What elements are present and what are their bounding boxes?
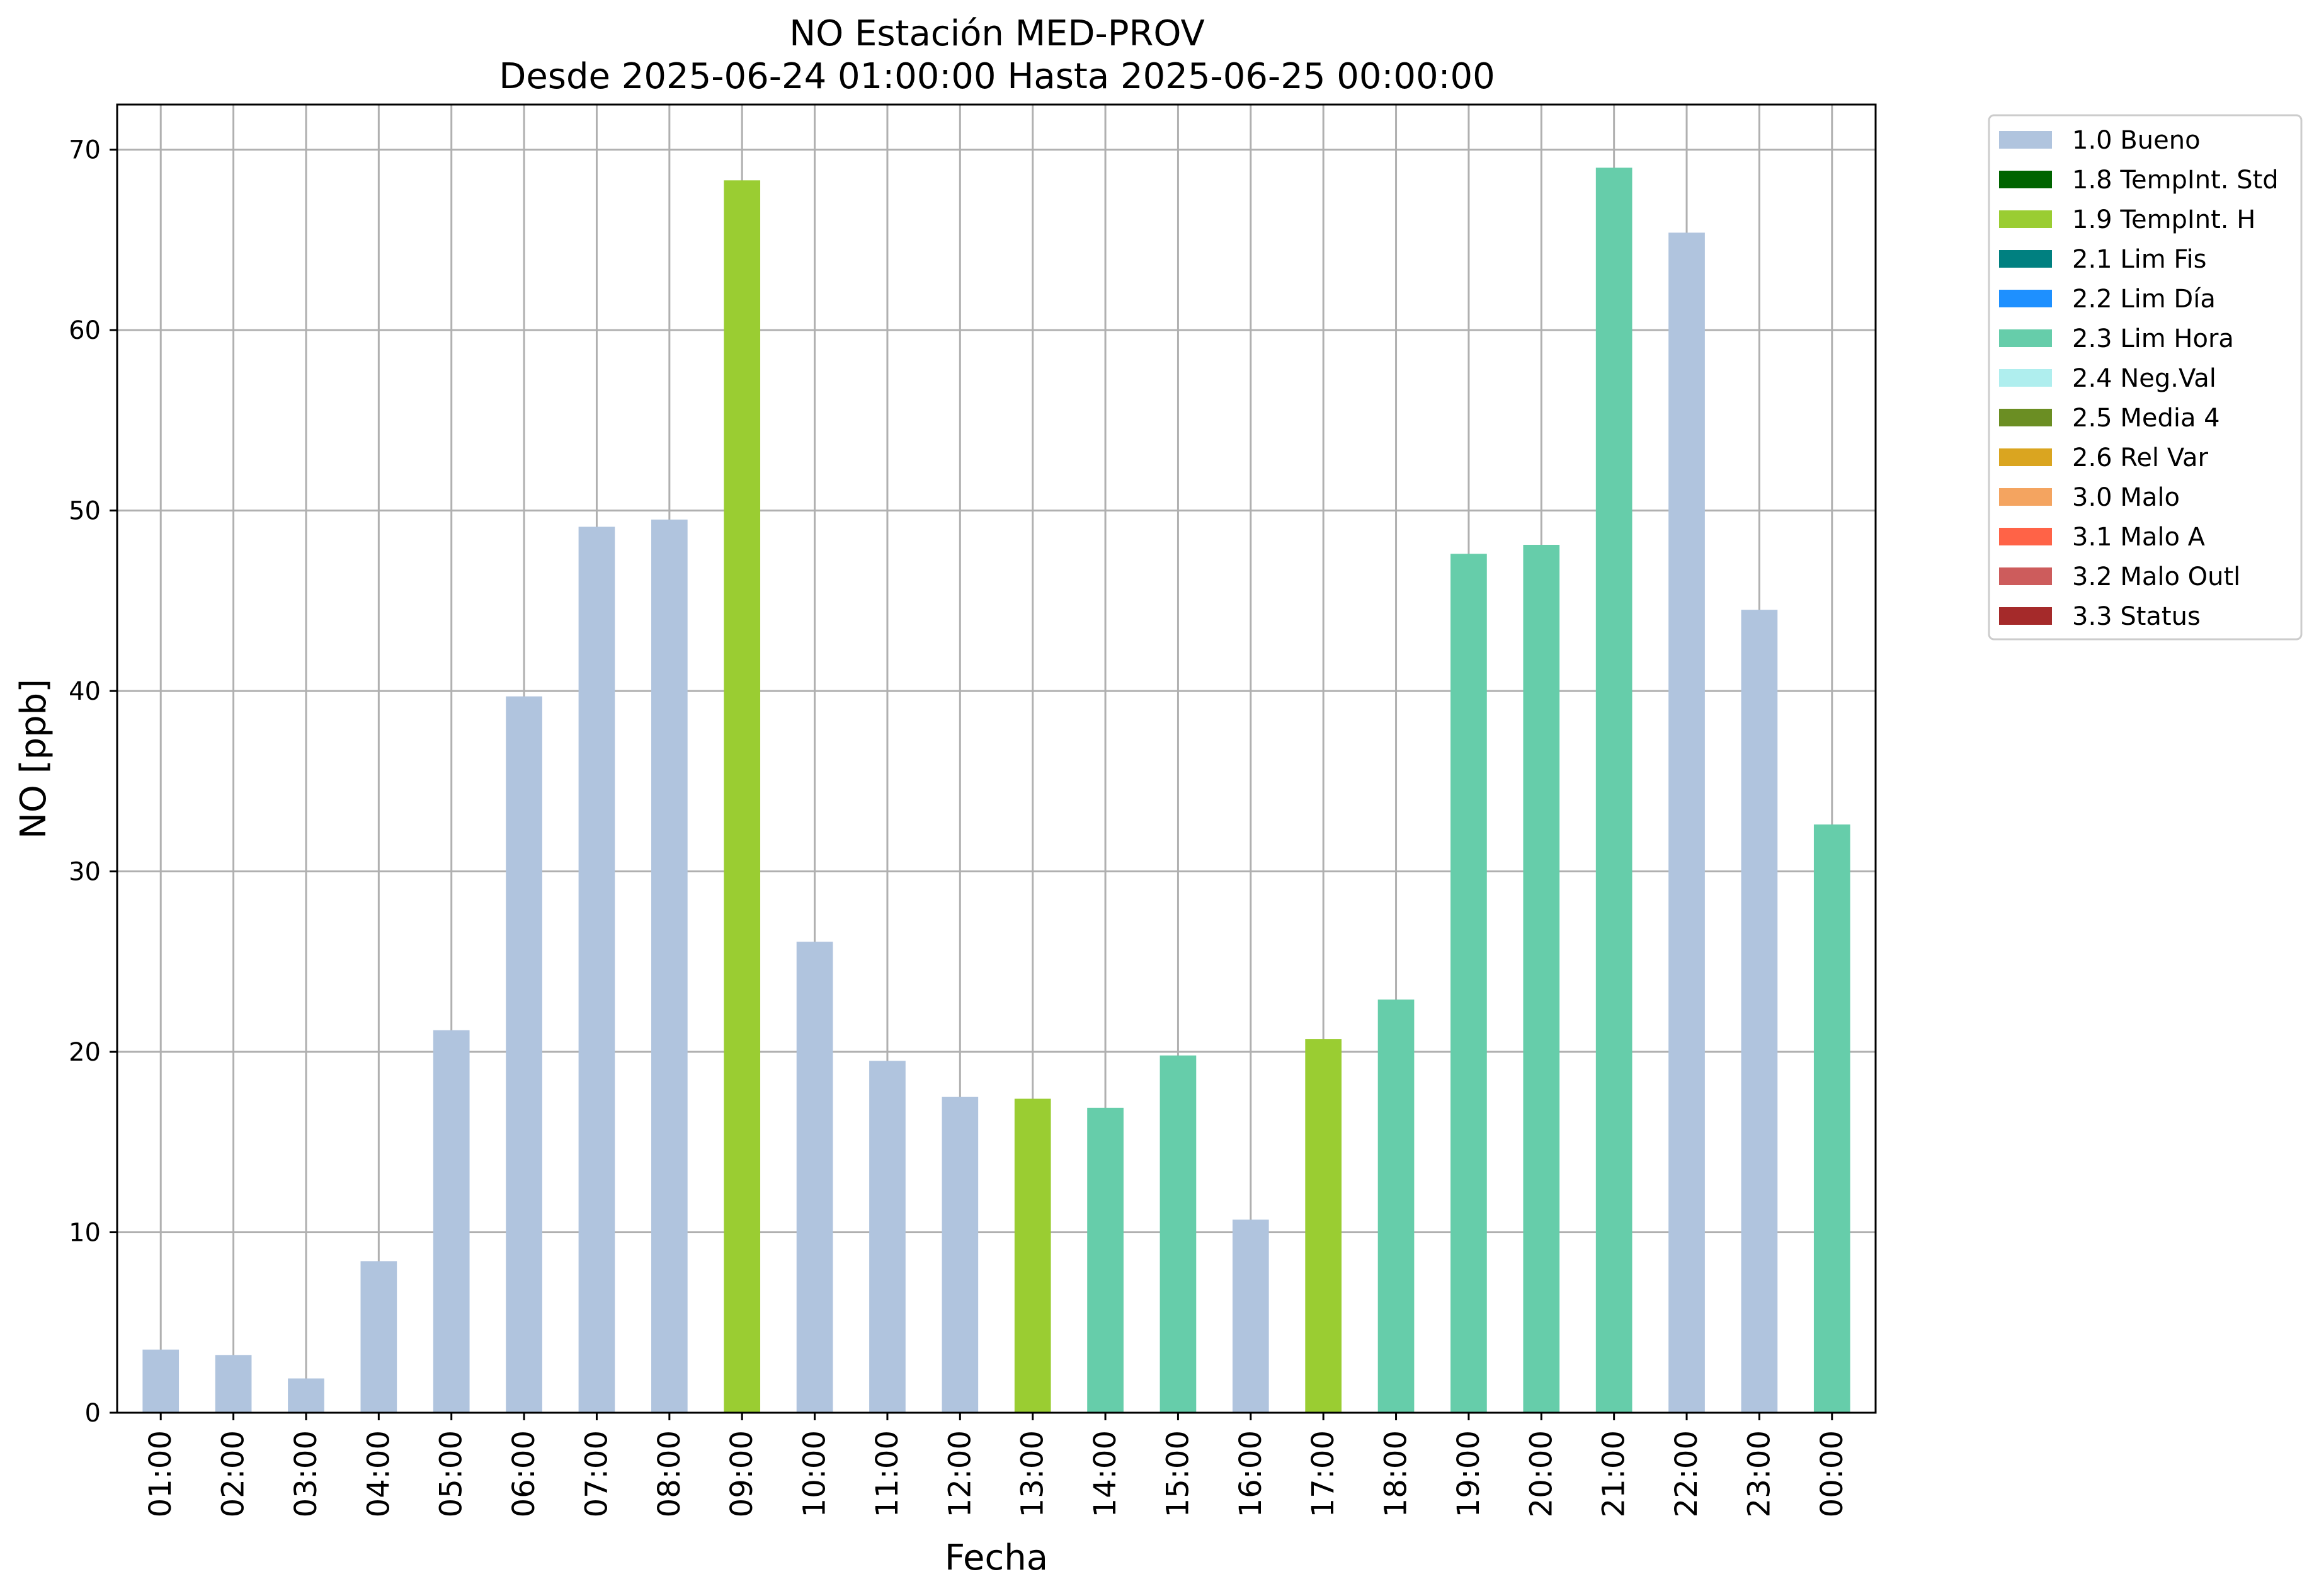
legend-label: 1.9 TempInt. H <box>2072 205 2255 234</box>
legend-swatch <box>1999 131 2052 149</box>
bar-1300 <box>1014 1098 1051 1413</box>
bar-1500 <box>1160 1055 1197 1413</box>
bar-1900 <box>1450 554 1487 1413</box>
bar-1600 <box>1232 1219 1269 1413</box>
x-axis-label: Fecha <box>945 1537 1048 1578</box>
x-tick-label: 11:00 <box>870 1430 905 1517</box>
legend-swatch <box>1999 607 2052 625</box>
legend-label: 2.4 Neg.Val <box>2072 364 2216 393</box>
bar-1000 <box>796 942 833 1413</box>
x-tick-label: 18:00 <box>1379 1430 1414 1517</box>
bar-1700 <box>1305 1039 1342 1413</box>
legend: 1.0 Bueno 1.8 TempInt. Std 1.9 TempInt. H 2… <box>1988 114 2303 641</box>
x-tick-label: 16:00 <box>1233 1430 1268 1517</box>
bar-0100 <box>142 1349 179 1413</box>
bar-1800 <box>1377 999 1415 1413</box>
x-tick-label: 03:00 <box>288 1430 324 1517</box>
bar-2300 <box>1741 610 1778 1413</box>
x-tick-label: 10:00 <box>797 1430 833 1517</box>
bar-2100 <box>1595 168 1632 1413</box>
x-tick-label: 20:00 <box>1524 1430 1559 1517</box>
legend-swatch <box>1999 448 2052 466</box>
x-tick-label: 22:00 <box>1669 1430 1704 1517</box>
x-tick-label: 19:00 <box>1451 1430 1486 1517</box>
y-axis-label: NO [ppb] <box>13 679 54 839</box>
x-axis-ticks: 01:00 02:00 03:00 04:00 05:00 06:00 07:00 08:00… <box>143 1413 1850 1517</box>
legend-label: 1.0 Bueno <box>2072 126 2201 155</box>
x-tick-label: 12:00 <box>942 1430 977 1517</box>
y-tick-label: 40 <box>69 677 101 706</box>
bar-0500 <box>433 1030 470 1413</box>
bar-2200 <box>1668 232 1705 1413</box>
legend-label: 2.1 Lim Fis <box>2072 245 2206 274</box>
legend-label: 2.3 Lim Hora <box>2072 324 2234 353</box>
legend-label: 2.6 Rel Var <box>2072 443 2209 472</box>
bar-0400 <box>360 1261 397 1413</box>
legend-label: 3.2 Malo Outl <box>2072 562 2240 591</box>
x-tick-label: 09:00 <box>724 1430 760 1517</box>
legend-swatch <box>1999 567 2052 585</box>
legend-label: 2.5 Media 4 <box>2072 404 2220 433</box>
y-axis-ticks: 0 10 20 30 40 50 60 70 <box>69 136 117 1428</box>
legend-swatch <box>1999 171 2052 188</box>
legend-swatch <box>1999 210 2052 228</box>
y-tick-label: 50 <box>69 497 101 526</box>
bar-0600 <box>506 696 542 1413</box>
plot-frame <box>116 103 1877 1414</box>
legend-swatch <box>1999 488 2052 506</box>
y-tick-label: 60 <box>69 316 101 345</box>
x-tick-label: 15:00 <box>1160 1430 1195 1517</box>
bar-0000 <box>1813 824 1850 1413</box>
x-tick-label: 00:00 <box>1815 1430 1850 1517</box>
y-tick-label: 10 <box>69 1219 101 1248</box>
legend-swatch <box>1999 409 2052 426</box>
legend-swatch <box>1999 528 2052 545</box>
x-tick-label: 06:00 <box>506 1430 542 1517</box>
bar-1400 <box>1087 1107 1124 1413</box>
chart-subtitle: Desde 2025-06-24 01:00:00 Hasta 2025-06-… <box>499 56 1495 97</box>
legend-label: 3.1 Malo A <box>2072 523 2206 552</box>
legend-label: 2.2 Lim Día <box>2072 285 2216 314</box>
x-tick-label: 05:00 <box>434 1430 469 1517</box>
legend-label: 1.8 TempInt. Std <box>2072 166 2279 195</box>
y-tick-label: 30 <box>69 858 101 887</box>
chart-title: NO Estación MED-PROV <box>789 13 1205 54</box>
bar-1200 <box>942 1097 979 1413</box>
bar-0700 <box>578 527 615 1413</box>
y-tick-label: 70 <box>69 136 101 165</box>
bar-0800 <box>651 519 688 1413</box>
x-tick-label: 01:00 <box>143 1430 178 1517</box>
bars-group <box>142 168 1850 1413</box>
bar-2000 <box>1523 545 1560 1413</box>
x-tick-label: 13:00 <box>1015 1430 1051 1517</box>
legend-swatch <box>1999 329 2052 347</box>
x-tick-label: 07:00 <box>579 1430 614 1517</box>
legend-swatch <box>1999 290 2052 307</box>
legend-label: 3.3 Status <box>2072 602 2201 631</box>
bar-0200 <box>215 1355 252 1413</box>
x-tick-label: 21:00 <box>1597 1430 1632 1517</box>
x-tick-label: 02:00 <box>216 1430 251 1517</box>
y-tick-label: 0 <box>85 1399 101 1428</box>
bar-1100 <box>869 1061 906 1413</box>
x-tick-label: 08:00 <box>652 1430 687 1517</box>
x-tick-label: 23:00 <box>1741 1430 1777 1517</box>
legend-label: 3.0 Malo <box>2072 483 2180 512</box>
bar-0900 <box>724 180 761 1413</box>
bar-0300 <box>288 1378 324 1413</box>
legend-swatch <box>1999 369 2052 387</box>
x-tick-label: 04:00 <box>361 1430 396 1517</box>
legend-swatch <box>1999 250 2052 268</box>
legend-box <box>1988 114 2303 641</box>
y-tick-label: 20 <box>69 1038 101 1067</box>
x-tick-label: 14:00 <box>1088 1430 1123 1517</box>
x-tick-label: 17:00 <box>1306 1430 1341 1517</box>
